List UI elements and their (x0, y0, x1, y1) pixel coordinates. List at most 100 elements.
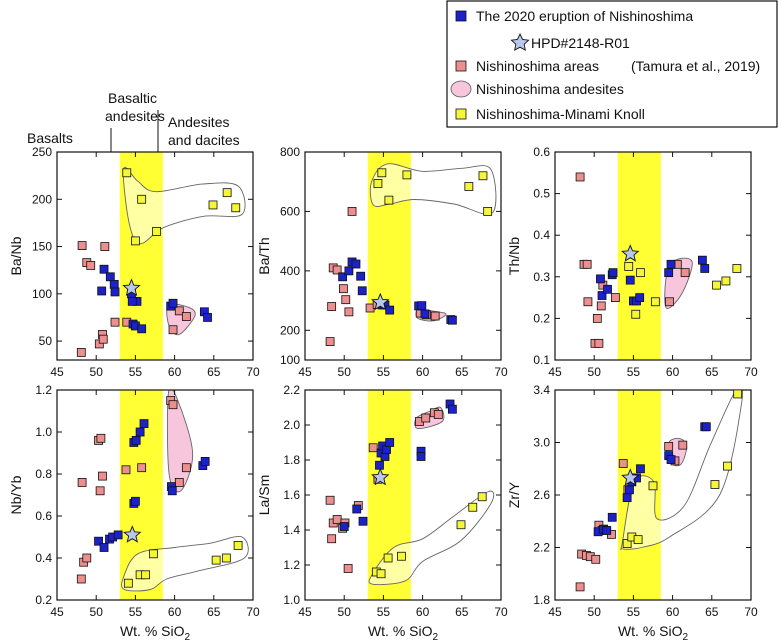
points (76, 396, 243, 588)
point-2020-eruption (385, 438, 395, 447)
point-nishinoshima-areas (421, 413, 431, 423)
point-nishinoshima-areas (168, 325, 178, 335)
y-axis-label: Nb/Yb (8, 475, 24, 514)
point-2020-eruption (135, 427, 145, 437)
point-nishinoshima-areas (618, 459, 628, 468)
point-2020-eruption (356, 271, 366, 281)
point-2020-eruption (701, 422, 711, 432)
y-tick-label: 1.6 (283, 488, 300, 502)
x-tick-label: 70 (246, 605, 260, 619)
point-minami-knoll (141, 570, 150, 580)
y-axis-label: Zr/Y (506, 481, 522, 508)
axes-frame (56, 151, 254, 361)
point-hpd-star (621, 468, 640, 486)
annotation-andesites-dacites: and dacites (168, 132, 240, 148)
x-tick-label: 55 (129, 365, 143, 379)
minami-knoll-field (368, 490, 495, 586)
panel-th-nb: 45 50 55 60 65 70 0.1 0.2 0.3 0.4 0.5 0.6 Th/Nb (506, 145, 758, 379)
point-2020-eruption (602, 526, 612, 535)
legend-marker-star (510, 32, 530, 51)
point-2020-eruption (700, 264, 710, 273)
point-2020-eruption (636, 464, 645, 474)
points (325, 399, 487, 579)
axes-frame (554, 151, 752, 361)
point-2020-eruption (608, 268, 618, 278)
point-minami-knoll (152, 227, 161, 236)
point-nishinoshima-areas (86, 261, 96, 270)
y-tick-label: 0.5 (533, 187, 550, 201)
legend-label-andesites: Nishinoshima andesites (476, 81, 624, 97)
x-tick-label: 70 (494, 605, 508, 619)
point-nishinoshima-areas (110, 317, 120, 327)
point-2020-eruption (596, 274, 605, 284)
y-axis-label: La/Sm (256, 475, 272, 515)
point-nishinoshima-areas (137, 463, 147, 473)
legend-box (446, 0, 778, 128)
point-2020-eruption (203, 313, 212, 322)
panel-zr-y: 45 50 55 60 65 70 1.8 2.2 2.6 3.0 3.4 Zr/Y Wt. % SiO… (506, 383, 758, 643)
y-tick-label: 100 (32, 287, 52, 301)
y-tick-label: 400 (280, 264, 300, 278)
point-minami-knoll (624, 261, 634, 271)
point-nishinoshima-areas (575, 582, 585, 592)
y-axis-label: Ba/Th (256, 237, 272, 274)
y-tick-label: 1.0 (35, 425, 52, 439)
y-tick-label: 0.4 (533, 228, 550, 242)
point-minami-knoll (456, 520, 466, 530)
point-minami-knoll (712, 280, 721, 290)
point-minami-knoll (468, 502, 478, 512)
point-2020-eruption (167, 486, 177, 496)
annotation-andesites: Andesites (168, 114, 229, 130)
x-tick-label: 45 (548, 365, 562, 379)
point-hpd-star (122, 278, 141, 296)
point-nishinoshima-areas (591, 554, 601, 564)
y-tick-label: 200 (280, 323, 300, 337)
point-2020-eruption (447, 315, 457, 325)
y-axis-label: Th/Nb (506, 237, 522, 275)
y-tick-label: 200 (32, 192, 52, 206)
point-2020-eruption (697, 255, 707, 265)
points (575, 172, 742, 348)
panel-ba-nb: 45 50 55 60 65 70 50 100 150 200 250 Ba/Nb (8, 145, 260, 379)
point-nishinoshima-areas (95, 486, 105, 496)
point-nishinoshima-areas (181, 312, 191, 321)
y-tick-label: 0.6 (35, 509, 52, 523)
x-tick-label: 45 (298, 365, 312, 379)
annotation-basaltic-andesites: andesites (105, 108, 165, 124)
point-nishinoshima-areas (327, 534, 337, 544)
x-tick-label: 65 (705, 605, 719, 619)
point-minami-knoll (710, 480, 720, 489)
point-minami-knoll (477, 492, 487, 502)
y-tick-label: 1.2 (35, 383, 52, 397)
point-minami-knoll (483, 207, 493, 216)
point-nishinoshima-areas (347, 207, 357, 216)
x-tick-label: 60 (416, 605, 430, 619)
panel-nb-yb: 45 50 55 60 65 70 0.2 0.4 0.6 0.8 1.0 1.2 Nb/Yb Wt. %… (8, 383, 260, 643)
point-2020-eruption (385, 305, 395, 315)
point-nishinoshima-areas (678, 440, 688, 450)
x-tick-label: 50 (90, 605, 104, 619)
point-2020-eruption (99, 543, 109, 552)
point-2020-eruption (127, 296, 137, 306)
point-minami-knoll (222, 188, 232, 198)
point-nishinoshima-areas (680, 268, 690, 278)
legend-marker-blue-square (455, 10, 467, 22)
point-2020-eruption (625, 275, 635, 285)
point-2020-eruption (97, 286, 107, 296)
point-minami-knoll (373, 179, 383, 188)
x-tick-label: 55 (377, 605, 391, 619)
y-tick-label: 2.0 (283, 418, 300, 432)
y-tick-label: 3.4 (533, 383, 550, 397)
point-minami-knoll (122, 168, 132, 178)
point-2020-eruption (420, 309, 430, 319)
point-2020-eruption (344, 266, 354, 276)
x-axis-label: Wt. % SiO2 (618, 623, 689, 643)
point-2020-eruption (113, 530, 123, 540)
point-nishinoshima-areas (343, 564, 353, 573)
point-nishinoshima-areas (341, 295, 351, 305)
point-nishinoshima-areas (430, 311, 440, 321)
point-minami-knoll (397, 551, 406, 561)
point-nishinoshima-areas (82, 553, 92, 563)
point-2020-eruption (99, 264, 109, 274)
point-2020-eruption (105, 272, 115, 282)
